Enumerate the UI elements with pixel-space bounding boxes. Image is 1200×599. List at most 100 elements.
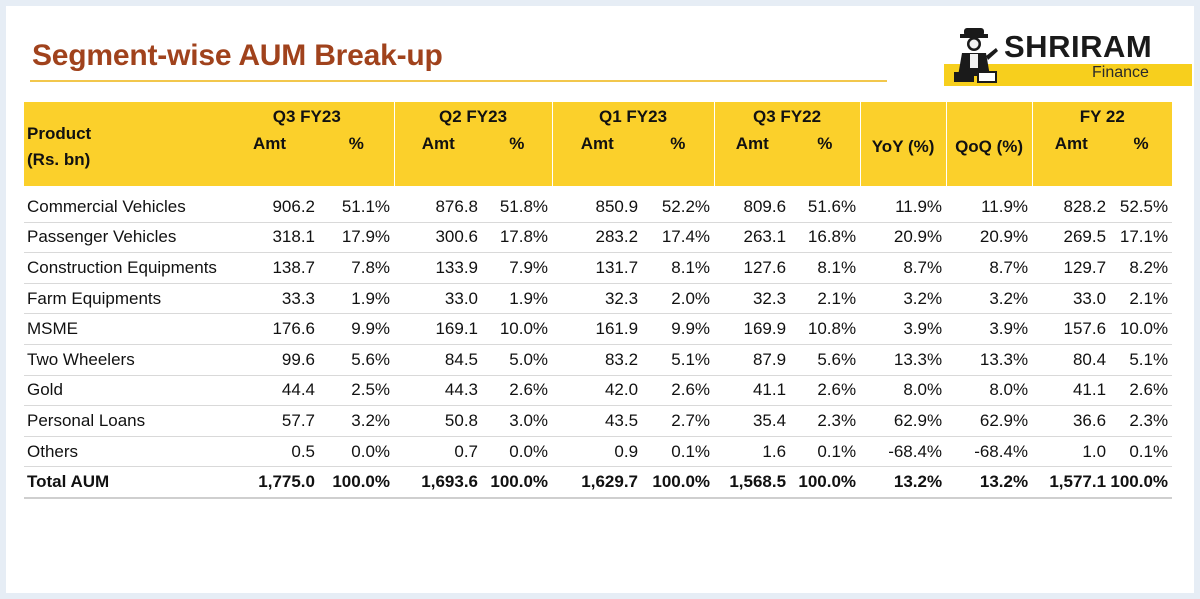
value-cell: 0.5: [220, 436, 319, 468]
value-cell: 133.9: [394, 252, 483, 284]
value-cell: 42.0: [552, 375, 643, 407]
value-cell: 83.2: [552, 344, 643, 376]
value-cell: 2.7%: [642, 405, 715, 437]
value-cell: 8.2%: [1110, 252, 1173, 284]
value-cell: 1.9%: [482, 283, 553, 315]
value-cell: 10.0%: [1110, 313, 1173, 345]
amt-subheader: Amt: [551, 132, 643, 186]
pct-subheader: %: [790, 132, 861, 186]
value-cell: 1,693.6: [394, 466, 483, 499]
q2fy23-header: Q2 FY23: [393, 102, 553, 132]
value-cell: 41.1: [714, 375, 791, 407]
value-cell: 1,577.1: [1032, 466, 1111, 499]
value-cell: 2.3%: [790, 405, 861, 437]
aum-table: Product (Rs. bn) Q3 FY23 Q2 FY23 Q1 FY23…: [24, 102, 1173, 499]
value-cell: 52.2%: [642, 192, 715, 223]
page-title: Segment-wise AUM Break-up: [32, 39, 443, 72]
segment-name: Gold: [24, 375, 220, 407]
table-row: Others 0.5 0.0% 0.7 0.0% 0.9 0.1% 1.6 0.1% -68.4%…: [24, 436, 1173, 468]
amt-subheader: Amt: [393, 132, 483, 186]
segment-name: MSME: [24, 313, 220, 345]
value-cell: 62.9%: [860, 405, 947, 437]
value-cell: 2.5%: [319, 375, 395, 407]
value-cell: 5.1%: [642, 344, 715, 376]
table-row: Personal Loans 57.7 3.2% 50.8 3.0% 43.5 2.7% 35…: [24, 405, 1173, 437]
value-cell: 1.9%: [319, 283, 395, 315]
logo-wordmark: SHRIRAM: [1004, 29, 1153, 64]
value-cell: 8.0%: [860, 375, 947, 407]
value-cell: 13.3%: [860, 344, 947, 376]
value-cell: 2.0%: [642, 283, 715, 315]
value-cell: 2.6%: [642, 375, 715, 407]
value-cell: 8.1%: [790, 252, 861, 284]
title-underline: [30, 80, 887, 82]
value-cell: 176.6: [220, 313, 319, 345]
value-cell: 20.9%: [946, 222, 1033, 254]
value-cell: 3.9%: [860, 313, 947, 345]
value-cell: 41.1: [1032, 375, 1111, 407]
value-cell: 8.0%: [946, 375, 1033, 407]
segment-name: Commercial Vehicles: [24, 192, 220, 223]
amt-subheader: Amt: [220, 132, 319, 186]
value-cell: 11.9%: [946, 192, 1033, 223]
value-cell: 44.4: [220, 375, 319, 407]
slide: Segment-wise AUM Break-up SHRIRAM Financ…: [6, 6, 1194, 593]
logo-bar: [944, 64, 1192, 86]
q3fy22-header: Q3 FY22: [713, 102, 861, 132]
fy22-header: FY 22: [1031, 102, 1173, 132]
segment-name: Others: [24, 436, 220, 468]
value-cell: 17.1%: [1110, 222, 1173, 254]
value-cell: 20.9%: [860, 222, 947, 254]
value-cell: 169.1: [394, 313, 483, 345]
value-cell: 44.3: [394, 375, 483, 407]
value-cell: 100.0%: [482, 466, 553, 499]
value-cell: 32.3: [714, 283, 791, 315]
value-cell: 80.4: [1032, 344, 1111, 376]
pct-subheader: %: [1110, 132, 1173, 186]
value-cell: 11.9%: [860, 192, 947, 223]
logo-figure-icon: [954, 28, 998, 83]
value-cell: 17.4%: [642, 222, 715, 254]
value-cell: 1.0: [1032, 436, 1111, 468]
segment-name: Farm Equipments: [24, 283, 220, 315]
value-cell: 3.9%: [946, 313, 1033, 345]
value-cell: 0.1%: [1110, 436, 1173, 468]
value-cell: 100.0%: [790, 466, 861, 499]
value-cell: 263.1: [714, 222, 791, 254]
value-cell: 300.6: [394, 222, 483, 254]
value-cell: 16.8%: [790, 222, 861, 254]
value-cell: 10.8%: [790, 313, 861, 345]
value-cell: 32.3: [552, 283, 643, 315]
segment-name: Two Wheelers: [24, 344, 220, 376]
value-cell: 5.6%: [790, 344, 861, 376]
amt-subheader: Amt: [713, 132, 791, 186]
segment-name: Total AUM: [24, 466, 220, 499]
value-cell: 8.1%: [642, 252, 715, 284]
value-cell: 3.2%: [860, 283, 947, 315]
amt-subheader: Amt: [1031, 132, 1111, 186]
value-cell: 0.0%: [482, 436, 553, 468]
q1fy23-header: Q1 FY23: [551, 102, 715, 132]
shriram-logo: SHRIRAM Finance: [944, 20, 1192, 86]
value-cell: 5.6%: [319, 344, 395, 376]
value-cell: 131.7: [552, 252, 643, 284]
value-cell: 906.2: [220, 192, 319, 223]
value-cell: 33.3: [220, 283, 319, 315]
value-cell: 3.0%: [482, 405, 553, 437]
value-cell: 35.4: [714, 405, 791, 437]
value-cell: 283.2: [552, 222, 643, 254]
value-cell: 13.3%: [946, 344, 1033, 376]
value-cell: 43.5: [552, 405, 643, 437]
table-row: Two Wheelers 99.6 5.6% 84.5 5.0% 83.2 5.1% 87.9…: [24, 344, 1173, 376]
value-cell: 876.8: [394, 192, 483, 223]
pct-subheader: %: [642, 132, 715, 186]
value-cell: 3.2%: [319, 405, 395, 437]
value-cell: 157.6: [1032, 313, 1111, 345]
value-cell: 1,775.0: [220, 466, 319, 499]
value-cell: 57.7: [220, 405, 319, 437]
value-cell: 87.9: [714, 344, 791, 376]
value-cell: 52.5%: [1110, 192, 1173, 223]
value-cell: 2.6%: [482, 375, 553, 407]
value-cell: -68.4%: [946, 436, 1033, 468]
product-header: Product (Rs. bn): [24, 102, 220, 186]
